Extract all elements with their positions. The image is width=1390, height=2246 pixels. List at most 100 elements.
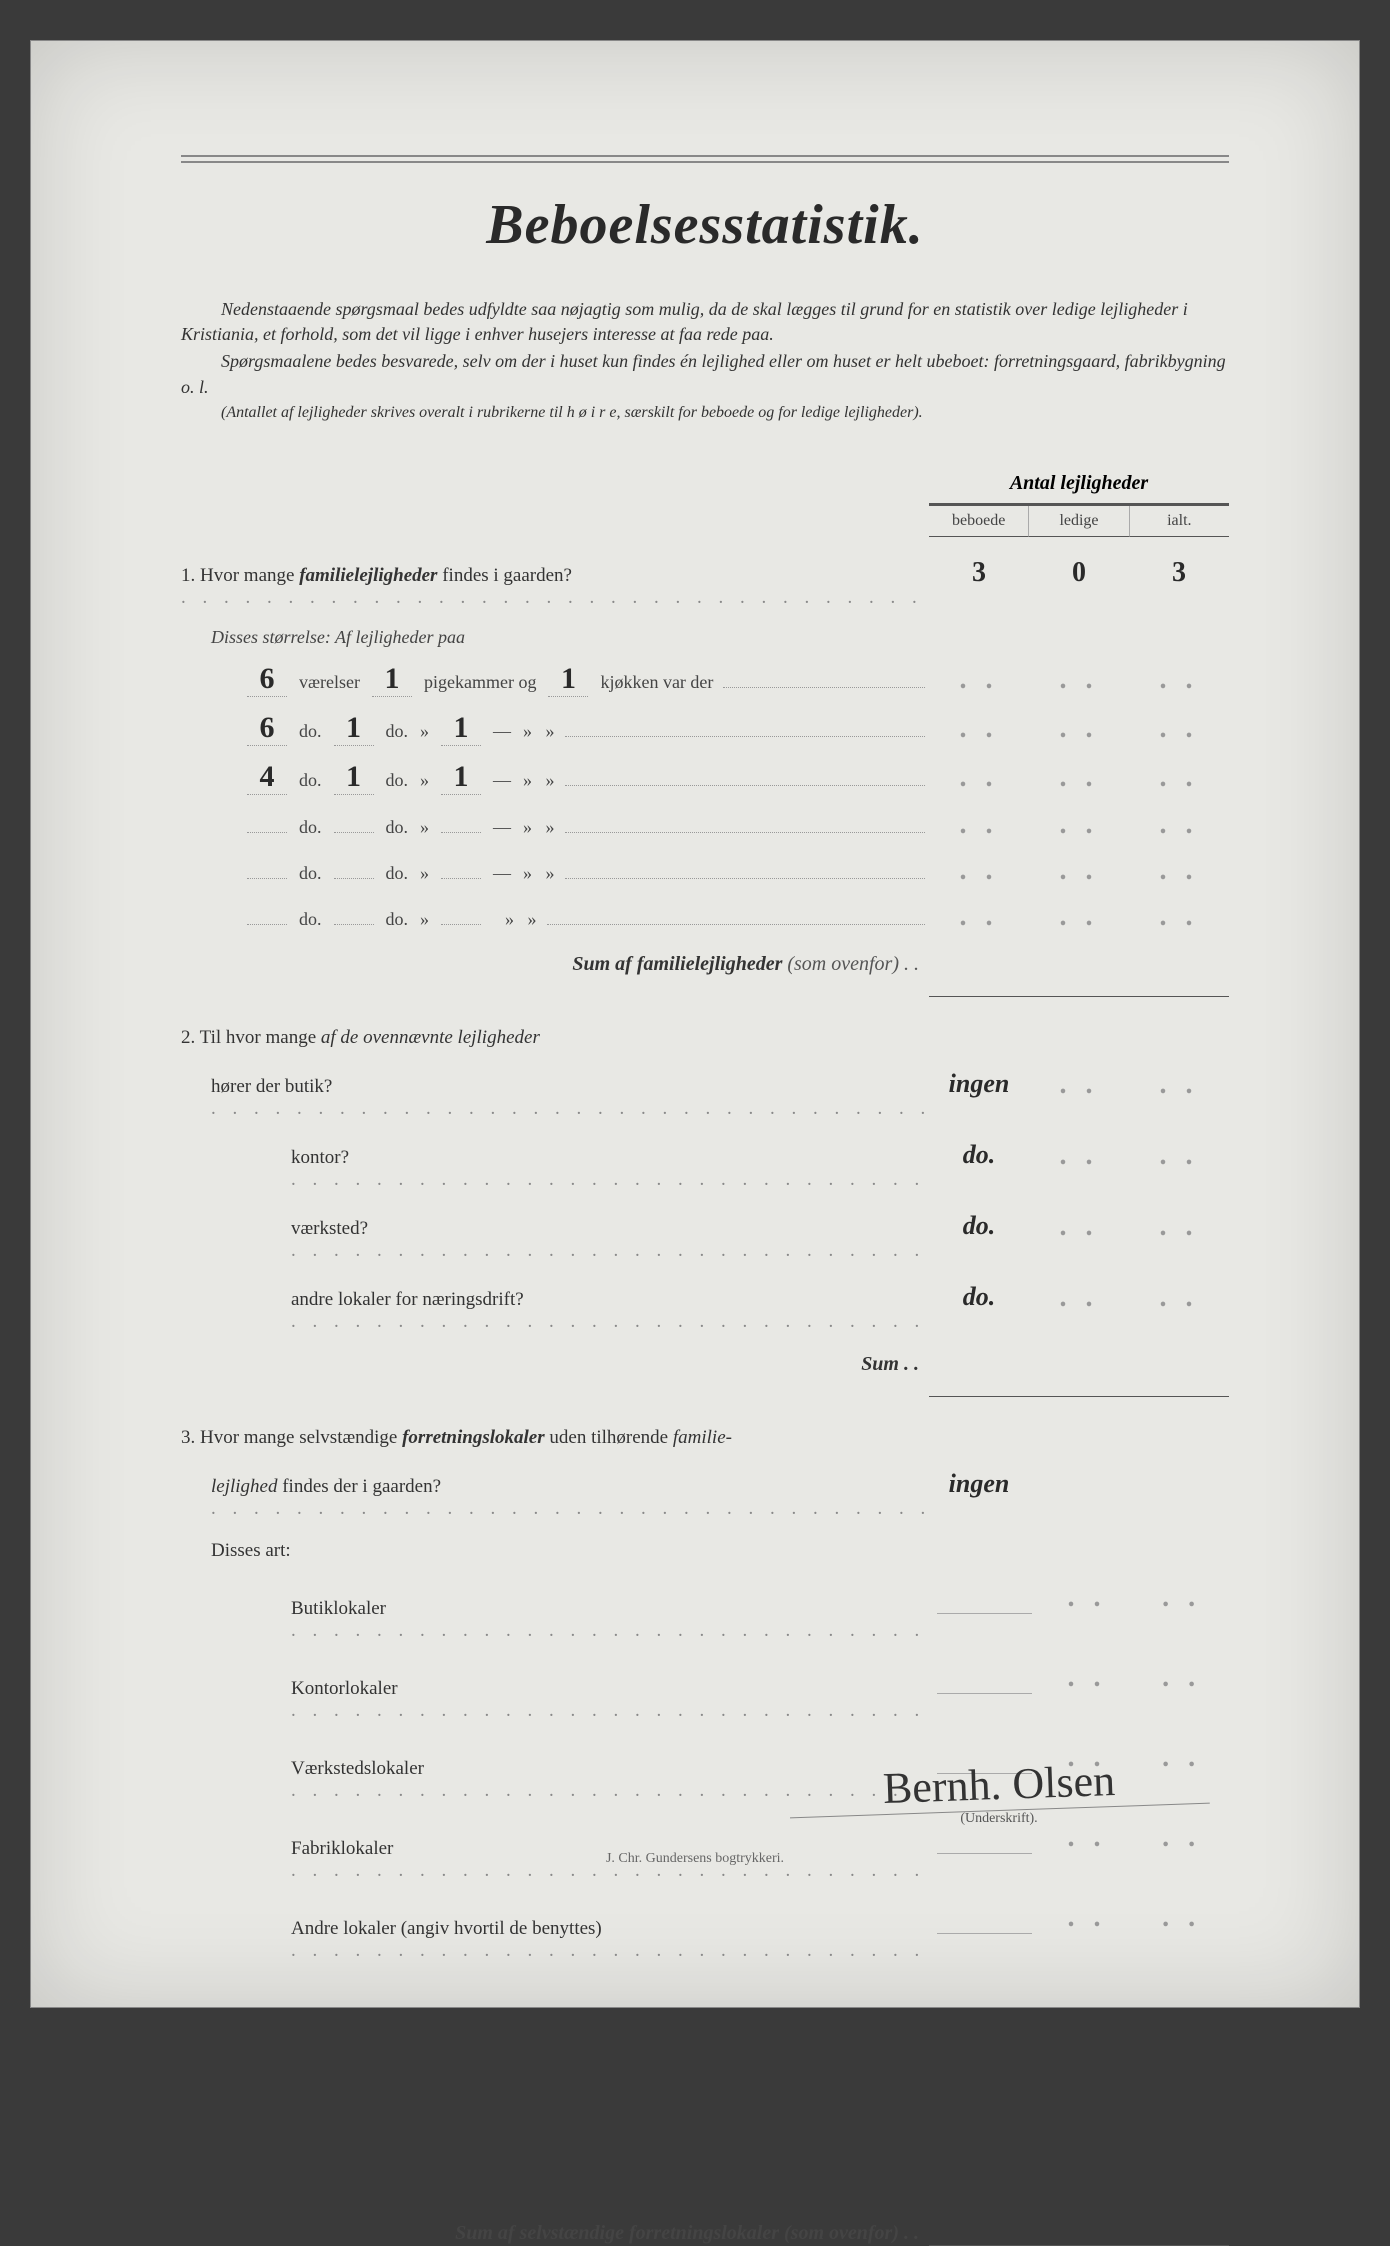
printed-label: do. [386,817,409,838]
handwritten-value: 1 [334,711,374,746]
q1-sum: Sum af familielejligheder (som ovenfor) … [181,953,919,976]
q3-num: 3. [181,1427,195,1448]
signature-area: Bernh. Olsen (Underskrift). [789,1759,1209,1827]
q1-row: 4do.1do.»1—» ». .. .. . [241,760,1229,795]
printed-label: kjøkken var der [600,672,713,693]
q1-row: do.do.»—» ». .. .. . [241,809,1229,841]
q2-sub4-label: andre lokaler for næringsdrift? [291,1289,524,1310]
q2-ital: af de ovennævnte lejligheder [321,1027,540,1048]
q3-bold: forretningslokaler [402,1427,545,1448]
printed-label: do. [299,721,322,742]
q3-row: Kontorlokaler . .. . [291,1662,1229,1722]
q3-text2: uden tilhørende [549,1427,672,1448]
printed-label: do. [299,863,322,884]
handwritten-value [247,924,287,925]
handwritten-value: 1 [441,711,481,746]
dots-icon [211,1098,929,1119]
divider-icon [929,996,1229,997]
printed-label: do. [299,909,322,930]
col-ledige: ledige [1028,506,1128,537]
column-header-table: Antal lejligheder beboede ledige ialt. [929,464,1229,537]
dots-icon [291,1240,929,1261]
bottom-sum-note: (som ovenfor) . . [784,2222,919,2244]
q2-text: Til hvor mange [200,1027,321,1048]
divider-icon [929,1396,1229,1397]
scan-frame: Beboelsesstatistik. Nedenstaaende spørgs… [30,40,1360,2008]
printed-label: do. [386,863,409,884]
printed-label: pigekammer og [424,672,536,693]
handwritten-value [441,924,481,925]
q1-beboede: 3 [929,557,1029,589]
q1-num: 1. [181,565,195,586]
q3-ital: familie- [673,1427,732,1448]
q1-row: 6værelser1pigekammer og1kjøkken var der.… [241,662,1229,697]
fill-line [565,736,926,737]
q1-row: 6do.1do.»1—» ». .. .. . [241,711,1229,746]
q2-sum: Sum . . [181,1353,919,1376]
q1-row: do.do.»» ». .. .. . [241,901,1229,933]
q2-sub3-label: værksted? [291,1218,368,1239]
question-1: 1. Hvor mange familielejligheder findes … [181,557,1229,609]
q3-row: Andre lokaler (angiv hvortil de benyttes… [291,1902,1229,1962]
handwritten-value [334,878,374,879]
col-beboede: beboede [929,506,1028,537]
dots-icon [291,1311,929,1332]
q3-row-label: Kontorlokaler [291,1678,398,1699]
footer-printer: J. Chr. Gundersens bogtrykkeri. [101,1851,1289,1867]
q2-sub1: hører der butik? ingen. .. . [211,1069,1229,1120]
printed-label: do. [386,909,409,930]
question-3: 3. Hvor mange selvstændige forretningslo… [181,1427,1229,1449]
dots-icon [181,587,929,608]
q1-sublabel: Disses størrelse: Af lejligheder paa [211,627,1229,648]
intro-paragraphs: Nedenstaaende spørgsmaal bedes udfyldte … [181,297,1229,424]
document-page: Beboelsesstatistik. Nedenstaaende spørgs… [101,111,1289,1927]
q2-sub2-label: kontor? [291,1147,349,1168]
q1-sum-text: Sum af familielejligheder [572,953,782,975]
intro-p2: Spørgsmaalene bedes besvarede, selv om d… [181,349,1229,399]
fill-line [565,832,926,833]
handwritten-value: 4 [247,760,287,795]
q1-ledige: 0 [1029,557,1129,589]
dots-icon [291,1700,929,1721]
fill-line [547,924,926,925]
q3-line2b: findes der i gaarden? [282,1476,441,1497]
q2-sub1-ans: ingen [929,1069,1029,1101]
q3-ans: ingen [929,1469,1029,1499]
q2-sub2: kontor? do.. .. . [291,1140,1229,1191]
q2-sub2-ans: do. [929,1140,1029,1172]
fill-line [565,785,926,786]
printed-label: do. [386,770,409,791]
q1-sum-note: (som ovenfor) . . [787,953,919,975]
bottom-sum-text: Sum af selvstændige forretningslokaler [455,2222,779,2244]
q2-sub1-label: hører der butik? [211,1076,332,1097]
q2-num: 2. [181,1027,195,1048]
content-body: 1. Hvor mange familielejligheder findes … [181,557,1229,2245]
printed-label: — [493,863,511,884]
dots-icon [291,1169,929,1190]
dots-icon [291,1620,929,1641]
printed-label: — [493,721,511,742]
handwritten-value: 1 [334,760,374,795]
dots-icon [211,1498,929,1519]
intro-p1: Nedenstaaende spørgsmaal bedes udfyldte … [181,297,1229,347]
q1-rows-container: 6værelser1pigekammer og1kjøkken var der.… [181,662,1229,933]
bottom-sum: Sum af selvstændige forretningslokaler (… [181,2222,919,2245]
q3-sublabel: Disses art: [211,1540,291,1562]
dots-icon [291,1940,929,1961]
q3-row-label: Andre lokaler (angiv hvortil de benyttes… [291,1918,602,1939]
handwritten-value [334,924,374,925]
signature: Bernh. Olsen [788,1752,1210,1819]
q2-sub4-ans: do. [929,1282,1029,1314]
q3-row: Butiklokaler . .. . [291,1582,1229,1642]
q2-sub3: værksted? do.. .. . [291,1211,1229,1262]
top-rule-2 [181,161,1229,163]
fill-line [723,687,925,688]
handwritten-value: 1 [548,662,588,697]
printed-label: — [493,817,511,838]
printed-label: do. [299,770,322,791]
q1-ialt: 3 [1129,557,1229,589]
printed-label: do. [386,721,409,742]
handwritten-value [247,878,287,879]
top-rule-1 [181,155,1229,157]
handwritten-value: 6 [247,662,287,697]
